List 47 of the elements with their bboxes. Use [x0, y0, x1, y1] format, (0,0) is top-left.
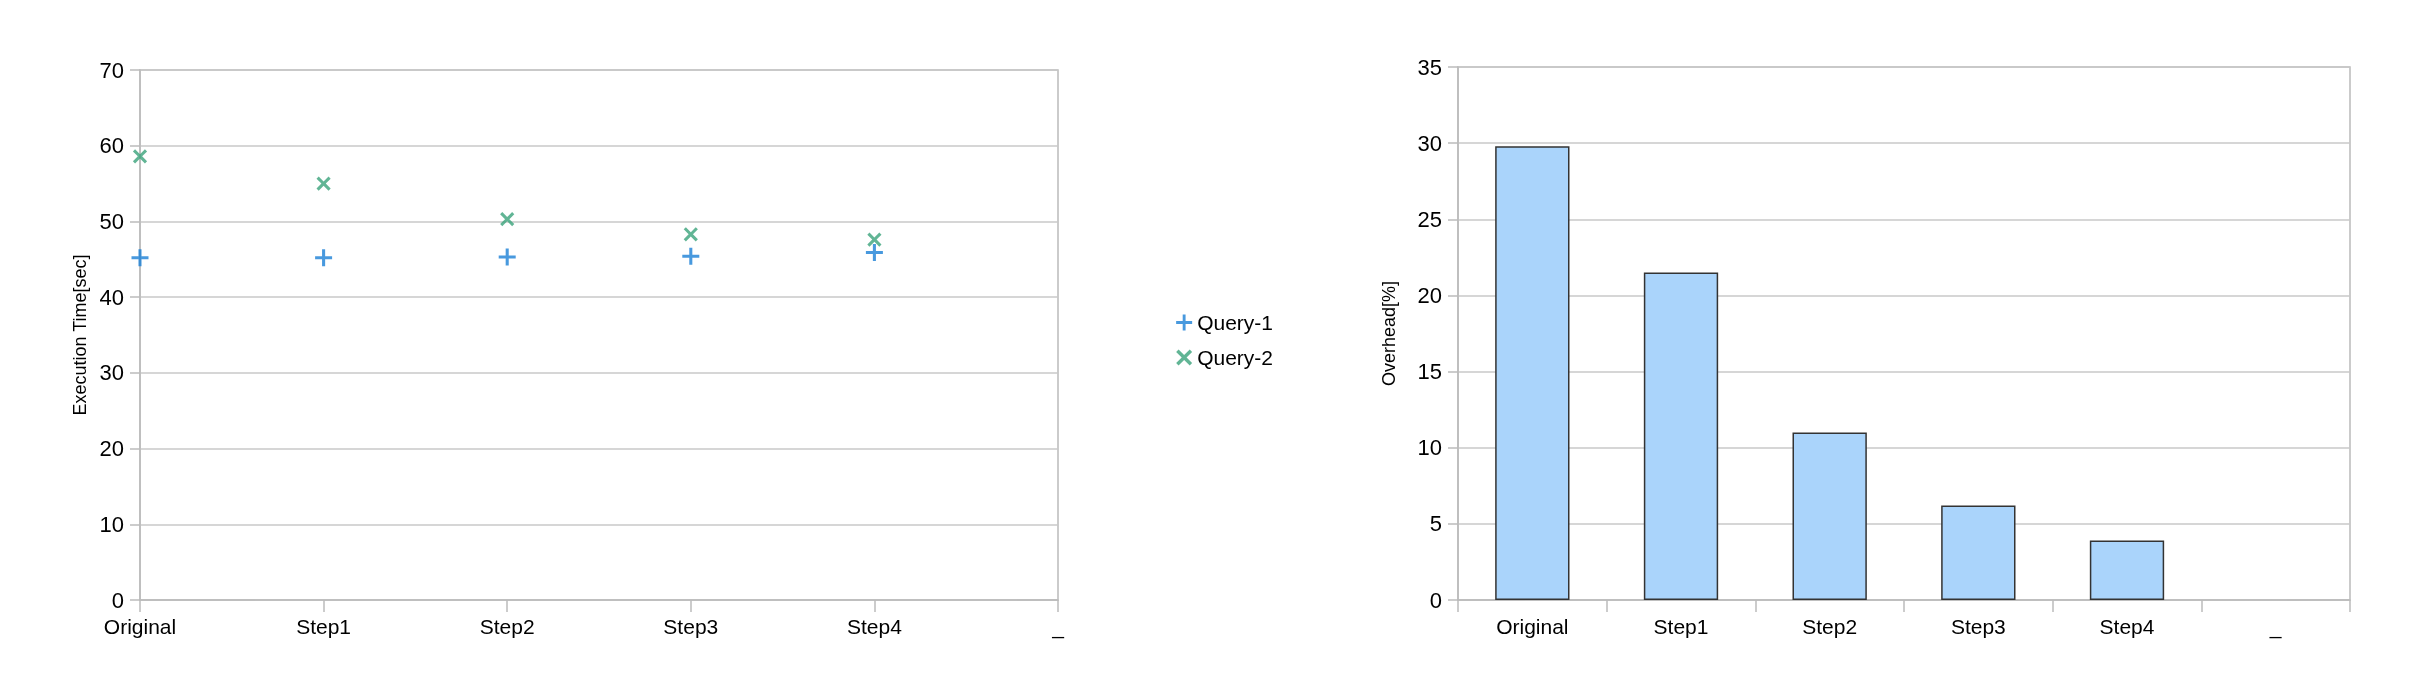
y-tick-label: 10: [99, 511, 124, 537]
point: [682, 247, 700, 265]
y-tick-label: 10: [1417, 435, 1442, 461]
y-tick-label: 20: [1417, 282, 1442, 308]
y-tick-label: 25: [1417, 206, 1442, 232]
point: [132, 149, 148, 164]
bar: [1643, 272, 1719, 600]
point: [498, 248, 516, 266]
y-tick-label: 5: [1429, 511, 1442, 537]
legend-label: Query-2: [1197, 346, 1273, 369]
point: [315, 249, 333, 267]
y-tick-label: 15: [1417, 359, 1442, 385]
x-tick-label: Original: [103, 615, 177, 638]
x-tick-label: Step3: [1950, 615, 2006, 638]
y-axis-title: Execution Time[sec]: [69, 254, 90, 416]
x-tick-label: _: [1051, 615, 1065, 639]
point: [500, 212, 515, 227]
x-tick-label: Original: [1496, 615, 1569, 638]
y-tick-label: 50: [99, 208, 124, 234]
bar: [1941, 505, 2016, 600]
x-tick-label: Step2: [479, 615, 535, 638]
legend-label: Query-1: [1197, 311, 1273, 334]
point: [316, 176, 331, 191]
point: [683, 227, 698, 242]
x-tick-label: Step3: [663, 615, 719, 638]
bar: [1495, 146, 1570, 600]
y-tick-label: 20: [99, 436, 124, 462]
y-tick-label: 70: [99, 57, 124, 83]
y-tick-label: 0: [1429, 587, 1442, 613]
point: [865, 243, 883, 261]
y-tick-label: 60: [99, 133, 124, 159]
y-axis-title: Overhead[%]: [1379, 280, 1399, 387]
x-tick-label: Step1: [296, 615, 352, 638]
y-tick-label: 30: [1417, 130, 1442, 156]
point: [131, 249, 149, 267]
x-tick-label: Step4: [846, 615, 903, 638]
bar: [1792, 432, 1867, 600]
y-tick-label: 40: [99, 284, 124, 310]
bar: [2089, 540, 2165, 600]
x-tick-label: Step4: [2099, 615, 2155, 638]
x-tick-label: Step2: [1802, 615, 1858, 638]
y-tick-label: 0: [111, 587, 124, 613]
point: [867, 232, 882, 247]
y-tick-label: 35: [1417, 54, 1442, 80]
x-tick-label: _: [2268, 615, 2282, 639]
y-tick-label: 30: [99, 360, 124, 386]
x-tick-label: Step1: [1653, 615, 1709, 638]
